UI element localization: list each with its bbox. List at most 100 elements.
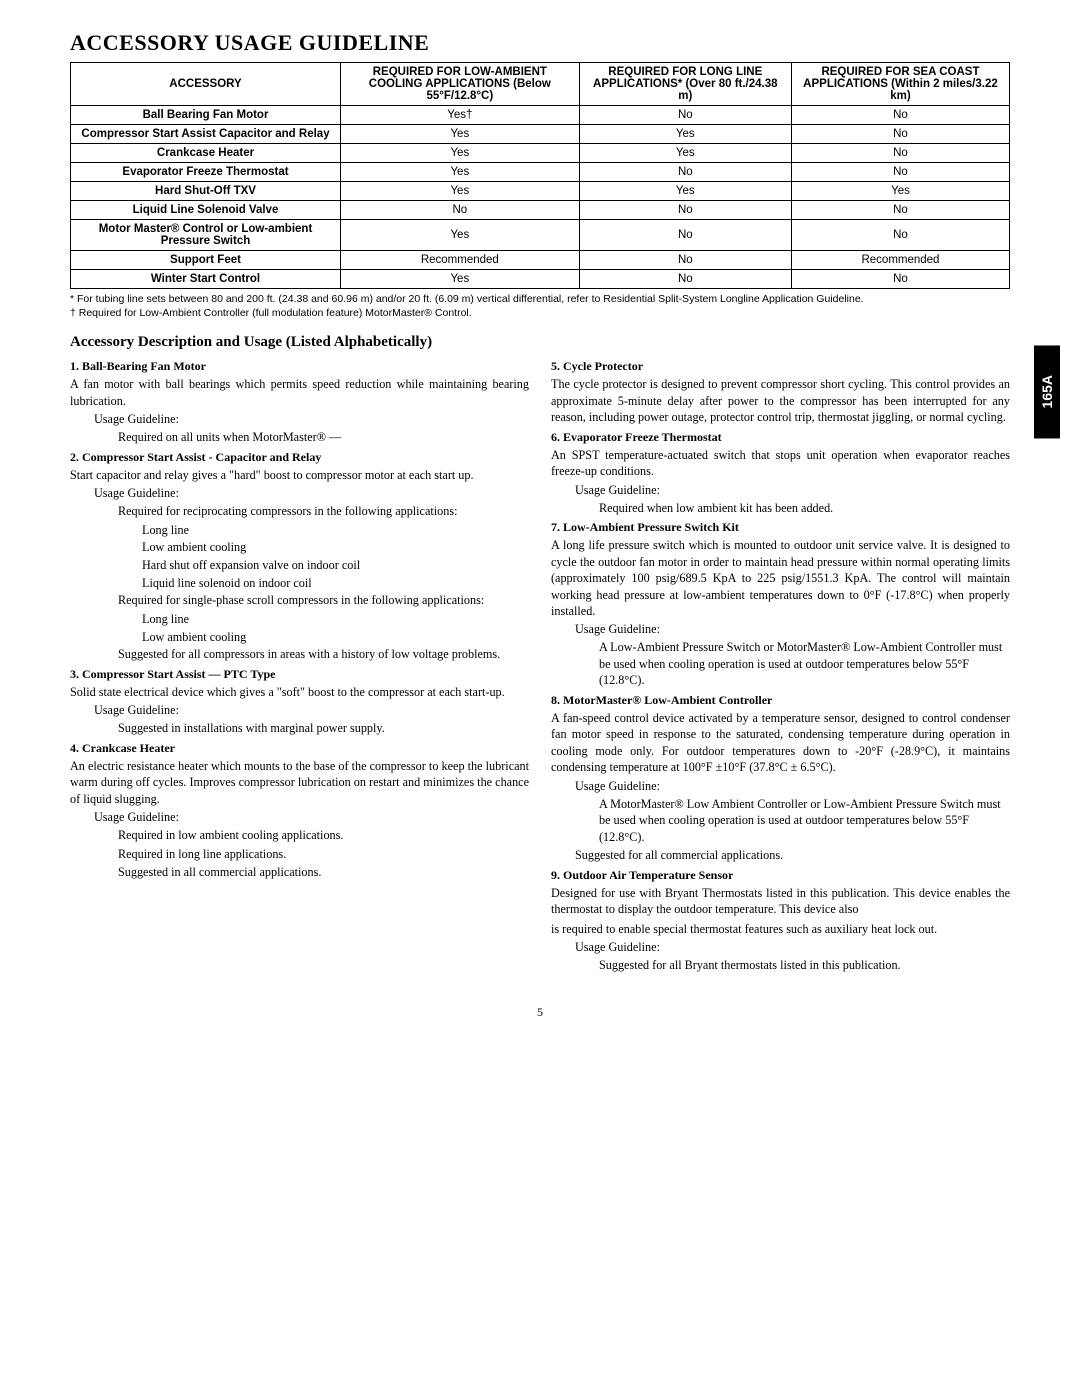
item-3-body: Solid state electrical device which give… — [70, 684, 529, 700]
data-cell: No — [791, 201, 1009, 220]
item-4-usage-2: Required in long line applications. — [118, 846, 529, 862]
accessory-table: ACCESSORY REQUIRED FOR LOW-AMBIENT COOLI… — [70, 62, 1010, 289]
table-header-row: ACCESSORY REQUIRED FOR LOW-AMBIENT COOLI… — [71, 63, 1010, 106]
table-row: Ball Bearing Fan MotorYes†NoNo — [71, 106, 1010, 125]
right-column: 5. Cycle Protector The cycle protector i… — [551, 355, 1010, 975]
data-cell: Yes — [579, 125, 791, 144]
data-cell: No — [791, 220, 1009, 251]
item-9-usage-1: Suggested for all Bryant thermostats lis… — [599, 957, 1010, 973]
item-1-usage-label: Usage Guideline: — [94, 412, 529, 427]
data-cell: Yes — [791, 182, 1009, 201]
table-row: Liquid Line Solenoid ValveNoNoNo — [71, 201, 1010, 220]
accessory-name-cell: Liquid Line Solenoid Valve — [71, 201, 341, 220]
item-7-usage-1: A Low-Ambient Pressure Switch or MotorMa… — [599, 639, 1010, 688]
table-row: Motor Master® Control or Low-ambient Pre… — [71, 220, 1010, 251]
accessory-name-cell: Crankcase Heater — [71, 144, 341, 163]
section-title: Accessory Description and Usage (Listed … — [70, 334, 1010, 351]
data-cell: No — [579, 201, 791, 220]
item-9-body-1: Designed for use with Bryant Thermostats… — [551, 885, 1010, 918]
item-6-title: 6. Evaporator Freeze Thermostat — [551, 430, 1010, 445]
table-row: Winter Start ControlYesNoNo — [71, 270, 1010, 289]
item-1-title: 1. Ball-Bearing Fan Motor — [70, 359, 529, 374]
table-row: Hard Shut-Off TXVYesYesYes — [71, 182, 1010, 201]
data-cell: No — [579, 106, 791, 125]
item-4-usage-3: Suggested in all commercial applications… — [118, 864, 529, 880]
data-cell: Yes — [579, 182, 791, 201]
item-5-body: The cycle protector is designed to preve… — [551, 376, 1010, 425]
side-tab: 165A — [1034, 345, 1060, 438]
item-1-usage-1: Required on all units when MotorMaster® … — [118, 429, 529, 445]
item-3-usage-label: Usage Guideline: — [94, 703, 529, 718]
item-2-usage-1: Required for reciprocating compressors i… — [118, 503, 529, 519]
item-2-usage-label: Usage Guideline: — [94, 486, 529, 501]
item-9-title: 9. Outdoor Air Temperature Sensor — [551, 868, 1010, 883]
data-cell: Yes — [341, 182, 580, 201]
item-2-bullet-6: Low ambient cooling — [142, 629, 529, 647]
accessory-name-cell: Motor Master® Control or Low-ambient Pre… — [71, 220, 341, 251]
item-9-usage-label: Usage Guideline: — [575, 940, 1010, 955]
table-row: Evaporator Freeze ThermostatYesNoNo — [71, 163, 1010, 182]
item-8-usage-2: Suggested for all commercial application… — [575, 847, 1010, 863]
item-5-title: 5. Cycle Protector — [551, 359, 1010, 374]
item-2-bullet-2: Low ambient cooling — [142, 539, 529, 557]
item-2-usage-3: Suggested for all compressors in areas w… — [118, 646, 529, 662]
item-2-bullet-1: Long line — [142, 522, 529, 540]
item-8-body: A fan-speed control device activated by … — [551, 710, 1010, 776]
data-cell: Yes — [341, 270, 580, 289]
item-8-usage-label: Usage Guideline: — [575, 779, 1010, 794]
table-row: Compressor Start Assist Capacitor and Re… — [71, 125, 1010, 144]
data-cell: No — [791, 270, 1009, 289]
data-cell: No — [791, 125, 1009, 144]
accessory-name-cell: Winter Start Control — [71, 270, 341, 289]
item-2-bullet-3: Hard shut off expansion valve on indoor … — [142, 557, 529, 575]
two-column-content: 1. Ball-Bearing Fan Motor A fan motor wi… — [70, 355, 1010, 975]
accessory-name-cell: Support Feet — [71, 251, 341, 270]
item-3-title: 3. Compressor Start Assist — PTC Type — [70, 667, 529, 682]
data-cell: Yes — [341, 144, 580, 163]
data-cell: No — [579, 270, 791, 289]
data-cell: Yes — [341, 163, 580, 182]
th-sea-coast: REQUIRED FOR SEA COAST APPLICATIONS (Wit… — [791, 63, 1009, 106]
left-column: 1. Ball-Bearing Fan Motor A fan motor wi… — [70, 355, 529, 975]
table-row: Support FeetRecommendedNoRecommended — [71, 251, 1010, 270]
item-6-usage-1: Required when low ambient kit has been a… — [599, 500, 1010, 516]
item-4-body: An electric resistance heater which moun… — [70, 758, 529, 807]
th-long-line: REQUIRED FOR LONG LINE APPLICATIONS* (Ov… — [579, 63, 791, 106]
item-8-usage-1: A MotorMaster® Low Ambient Controller or… — [599, 796, 1010, 845]
table-row: Crankcase HeaterYesYesNo — [71, 144, 1010, 163]
page-title: ACCESSORY USAGE GUIDELINE — [70, 30, 1010, 56]
item-3-usage-1: Suggested in installations with marginal… — [118, 720, 529, 736]
data-cell: No — [791, 144, 1009, 163]
data-cell: No — [579, 251, 791, 270]
page-number: 5 — [70, 1005, 1010, 1020]
accessory-name-cell: Evaporator Freeze Thermostat — [71, 163, 341, 182]
item-6-body: An SPST temperature-actuated switch that… — [551, 447, 1010, 480]
item-2-bullet-4: Liquid line solenoid on indoor coil — [142, 575, 529, 593]
table-footnotes: * For tubing line sets between 80 and 20… — [70, 293, 1010, 320]
item-7-usage-label: Usage Guideline: — [575, 622, 1010, 637]
th-accessory: ACCESSORY — [71, 63, 341, 106]
data-cell: No — [791, 106, 1009, 125]
data-cell: Yes — [341, 220, 580, 251]
item-2-body: Start capacitor and relay gives a "hard"… — [70, 467, 529, 483]
item-2-title: 2. Compressor Start Assist - Capacitor a… — [70, 450, 529, 465]
data-cell: Recommended — [791, 251, 1009, 270]
item-7-title: 7. Low-Ambient Pressure Switch Kit — [551, 520, 1010, 535]
item-2-bullet-5: Long line — [142, 611, 529, 629]
th-low-ambient: REQUIRED FOR LOW-AMBIENT COOLING APPLICA… — [341, 63, 580, 106]
data-cell: Recommended — [341, 251, 580, 270]
data-cell: No — [579, 163, 791, 182]
data-cell: No — [791, 163, 1009, 182]
item-1-body: A fan motor with ball bearings which per… — [70, 376, 529, 409]
item-4-usage-1: Required in low ambient cooling applicat… — [118, 827, 529, 843]
data-cell: No — [579, 220, 791, 251]
item-4-title: 4. Crankcase Heater — [70, 741, 529, 756]
data-cell: Yes† — [341, 106, 580, 125]
data-cell: Yes — [341, 125, 580, 144]
item-9-body-2: is required to enable special thermostat… — [551, 921, 1010, 937]
data-cell: No — [341, 201, 580, 220]
item-7-body: A long life pressure switch which is mou… — [551, 537, 1010, 619]
footnote-2: † Required for Low-Ambient Controller (f… — [70, 307, 1010, 321]
item-2-usage-2: Required for single-phase scroll compres… — [118, 592, 529, 608]
item-8-title: 8. MotorMaster® Low-Ambient Controller — [551, 693, 1010, 708]
